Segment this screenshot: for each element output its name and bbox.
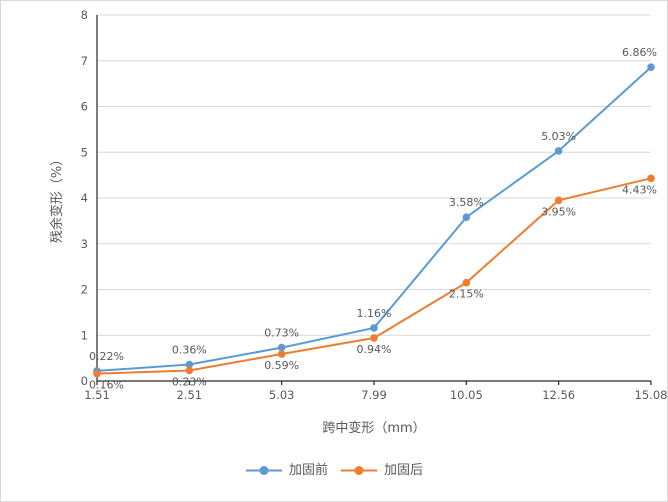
legend-item-after-reinforcement[interactable]: 加固后 bbox=[340, 464, 423, 477]
x-axis-title: 跨中变形（mm） bbox=[322, 420, 425, 436]
data-point-加固后[interactable] bbox=[462, 278, 471, 287]
data-point-加固后[interactable] bbox=[370, 334, 378, 342]
data-label: 0.59% bbox=[264, 359, 299, 372]
x-tick-label: 5.03 bbox=[269, 388, 295, 402]
y-axis-title: 残余变形（%） bbox=[49, 153, 65, 243]
data-point-加固后[interactable] bbox=[554, 196, 563, 205]
x-tick-label: 7.99 bbox=[361, 388, 387, 402]
data-label: 0.73% bbox=[264, 327, 299, 340]
y-tick-label: 5 bbox=[81, 145, 88, 159]
line-dot-marker-icon bbox=[245, 466, 282, 475]
x-tick-label: 12.56 bbox=[542, 388, 575, 402]
legend-label: 加固后 bbox=[384, 463, 424, 478]
data-label: 6.86% bbox=[622, 46, 657, 59]
y-tick-label: 6 bbox=[81, 100, 88, 114]
x-tick-label: 15.08 bbox=[635, 388, 668, 402]
data-label: 2.15% bbox=[449, 288, 484, 301]
data-point-加固前[interactable] bbox=[554, 147, 563, 155]
data-point-加固后[interactable] bbox=[647, 174, 655, 183]
y-tick-label: 7 bbox=[81, 54, 88, 68]
x-tick-label: 2.51 bbox=[177, 388, 203, 402]
line-dot-marker-icon bbox=[341, 466, 377, 475]
data-label: 0.94% bbox=[357, 343, 392, 356]
data-point-加固前[interactable] bbox=[185, 360, 194, 369]
data-point-加固前[interactable] bbox=[370, 324, 378, 332]
gridlines bbox=[97, 14, 651, 336]
y-tick-label: 4 bbox=[81, 191, 88, 205]
line-chart: 1.51 2.51 5.03 7.99 10.05 12.56 15.08 0 1 2 3 4 5 6 7 8… bbox=[49, 8, 668, 436]
data-point-加固后[interactable] bbox=[277, 350, 286, 358]
legend: 加固前 加固后 bbox=[1, 464, 667, 477]
data-label: 0.16% bbox=[89, 379, 124, 392]
data-point-加固前[interactable] bbox=[647, 63, 655, 71]
data-label: 3.58% bbox=[449, 196, 484, 209]
data-label: 0.22% bbox=[89, 350, 124, 363]
data-point-加固后[interactable] bbox=[93, 369, 101, 378]
y-tick-label: 0 bbox=[81, 374, 88, 388]
axes: 1.51 2.51 5.03 7.99 10.05 12.56 15.08 0 1 2 3 4 5 6 7 8 bbox=[81, 8, 668, 402]
data-label: 4.43% bbox=[622, 183, 657, 196]
x-tick-label: 1.51 bbox=[84, 388, 110, 402]
data-label: 3.95% bbox=[541, 205, 576, 218]
data-labels: 0.22% 0.36% 0.73% 1.16% 3.58% 5.03% 6.86% 0.16%… bbox=[89, 46, 657, 392]
legend-item-before-reinforcement[interactable]: 加固前 bbox=[245, 464, 328, 477]
y-tick-label: 2 bbox=[81, 283, 88, 297]
data-label: 1.16% bbox=[357, 307, 392, 320]
data-label: 0.36% bbox=[172, 344, 207, 357]
y-tick-label: 3 bbox=[81, 237, 88, 251]
data-label: 0.23% bbox=[172, 375, 207, 388]
y-tick-label: 8 bbox=[81, 8, 88, 22]
data-point-加固后[interactable] bbox=[185, 366, 194, 375]
series-lines bbox=[93, 63, 655, 378]
legend-label: 加固前 bbox=[288, 463, 328, 478]
data-point-加固前[interactable] bbox=[277, 343, 286, 352]
x-tick-label: 10.05 bbox=[450, 388, 483, 402]
y-tick-label: 1 bbox=[81, 328, 88, 342]
data-label: 5.03% bbox=[541, 130, 576, 143]
data-point-加固前[interactable] bbox=[462, 213, 471, 222]
